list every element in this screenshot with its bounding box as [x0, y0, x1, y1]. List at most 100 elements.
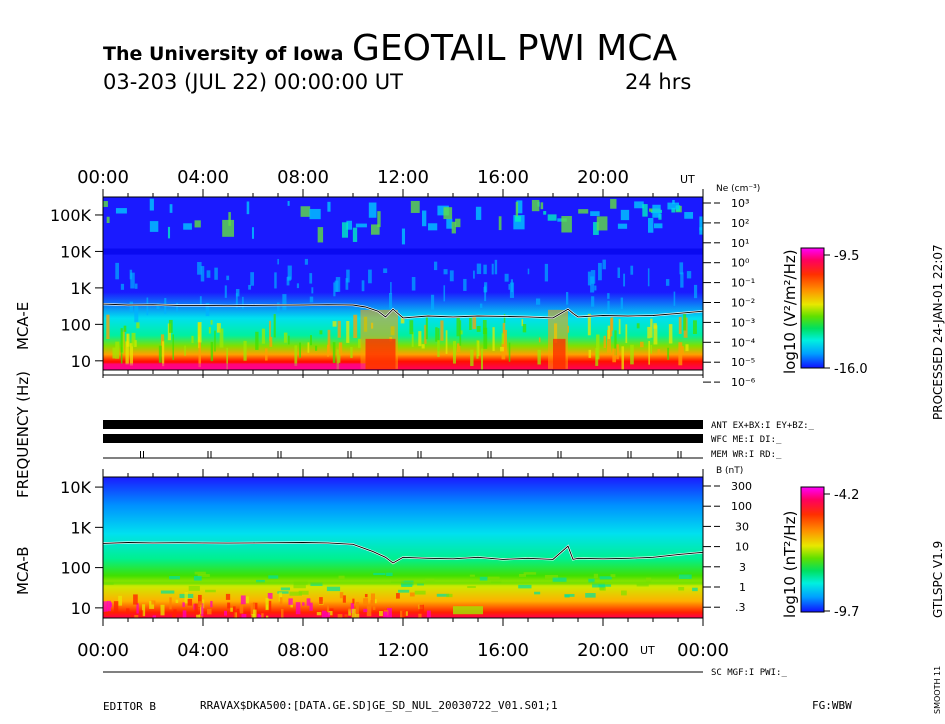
mca-b-texture	[103, 571, 703, 618]
b-low-spike	[409, 592, 415, 597]
b-low-spike	[279, 597, 283, 605]
date-line: 03-203 (JUL 22) 00:00:00 UT	[103, 70, 403, 94]
mca-b-spectrogram	[102, 476, 704, 619]
e-low-spike	[332, 342, 336, 363]
e-low-spike	[470, 349, 474, 367]
e-low-spike	[678, 316, 682, 334]
b-axis-label: B (nT)	[716, 466, 743, 476]
editor-label: EDITOR B	[103, 700, 156, 713]
e-high-freq-patch	[671, 207, 676, 213]
e-low-spike	[273, 314, 276, 338]
e-mid-wisp	[287, 276, 291, 281]
e-low-spike	[346, 321, 350, 343]
mca-e-texture	[103, 198, 703, 370]
b-mid-streak	[610, 574, 616, 578]
e-low-spike	[469, 318, 472, 330]
b-low-spike	[109, 602, 113, 608]
mca-e-spectrogram	[102, 196, 704, 371]
e-high-freq-patch	[642, 204, 648, 217]
ne-tick-label: 10⁻²	[731, 297, 755, 310]
e-low-spike	[315, 345, 318, 351]
e-mid-wisp	[607, 300, 610, 315]
b-mid-streak	[599, 586, 606, 591]
b-low-spike	[419, 604, 424, 614]
e-mid-wisp	[434, 261, 438, 271]
e-mid-wisp	[115, 262, 119, 280]
e-low-spike	[459, 330, 463, 335]
e-low-spike	[650, 318, 653, 338]
b-low-spike	[210, 600, 213, 608]
instrument-title: GEOTAIL PWI MCA	[352, 28, 677, 69]
b-low-spike	[383, 611, 388, 618]
e-low-spike	[636, 323, 640, 329]
e-event-core	[365, 338, 396, 369]
e-low-spike	[456, 317, 460, 337]
e-high-freq-patch	[648, 218, 654, 233]
b-mid-streak	[193, 575, 202, 581]
e-high-freq-patch	[531, 199, 540, 212]
b-mid-streak	[678, 587, 685, 591]
e-mid-wisp	[287, 265, 292, 280]
e-mid-wisp	[214, 267, 218, 280]
e-mid-wisp	[565, 292, 569, 305]
mca-e-colorbar	[800, 247, 825, 369]
b-mid-streak	[692, 587, 698, 592]
e-high-freq-patch	[699, 227, 703, 235]
b-low-spike	[151, 600, 156, 605]
b-mid-streak	[326, 586, 341, 592]
e-mid-wisp	[200, 266, 205, 282]
e-low-spike	[121, 331, 125, 354]
b-mid-streak	[194, 571, 206, 575]
e-low-spike	[522, 324, 527, 333]
e-low-spike	[472, 315, 477, 330]
top-tick-label: 12:00	[377, 167, 429, 188]
b-mid-streak	[678, 574, 692, 579]
b-low-spike	[173, 609, 177, 618]
e-mid-wisp	[235, 288, 240, 297]
e-high-freq-patch	[684, 212, 694, 219]
e-mid-wisp	[449, 270, 454, 282]
e-mid-wisp	[483, 264, 487, 275]
b-low-spike	[182, 610, 187, 618]
b-mid-streak	[197, 574, 210, 577]
e-high-freq-patch	[498, 216, 502, 231]
e-low-spike	[418, 331, 422, 347]
e-low-spike	[647, 326, 651, 339]
b-low-spike	[343, 615, 348, 618]
e-high-freq-patch	[515, 201, 519, 218]
e-mid-wisp	[620, 297, 624, 310]
e-mid-wisp	[242, 296, 244, 309]
b-low-spike	[172, 614, 175, 618]
e-mid-wisp	[309, 273, 313, 284]
e-low-spike	[476, 325, 481, 332]
cbar-e-max: -9.5	[834, 249, 859, 264]
top-tick-label: 00:00	[77, 167, 129, 188]
e-high-freq-patch	[451, 221, 456, 234]
b-low-spike	[230, 607, 233, 612]
e-freq-label: 10	[71, 352, 91, 371]
e-low-spike	[650, 344, 653, 354]
b-low-spike	[140, 610, 144, 618]
b-mid-streak	[160, 590, 175, 594]
e-low-spike	[603, 335, 607, 349]
b-low-spike	[107, 600, 111, 612]
b-low-spike	[426, 610, 431, 618]
e-high-freq-patch	[672, 199, 675, 205]
b-low-spike	[250, 603, 256, 616]
b-tick-label: 1	[739, 581, 746, 594]
e-mid-wisp	[388, 293, 393, 309]
e-magenta-base	[103, 363, 366, 370]
e-mid-wisp	[473, 270, 475, 279]
b-low-spike	[258, 615, 263, 618]
b-low-spike	[184, 592, 188, 604]
e-high-freq-patch	[377, 211, 381, 228]
b-low-spike	[363, 608, 368, 613]
e-low-spike	[338, 342, 343, 356]
e-low-spike	[625, 324, 628, 344]
e-high-freq-patch	[149, 198, 154, 211]
e-low-spike	[337, 320, 341, 338]
e-high-freq-patch	[540, 202, 544, 210]
b-low-spike	[348, 608, 351, 612]
mem-status-ticks	[140, 451, 682, 458]
